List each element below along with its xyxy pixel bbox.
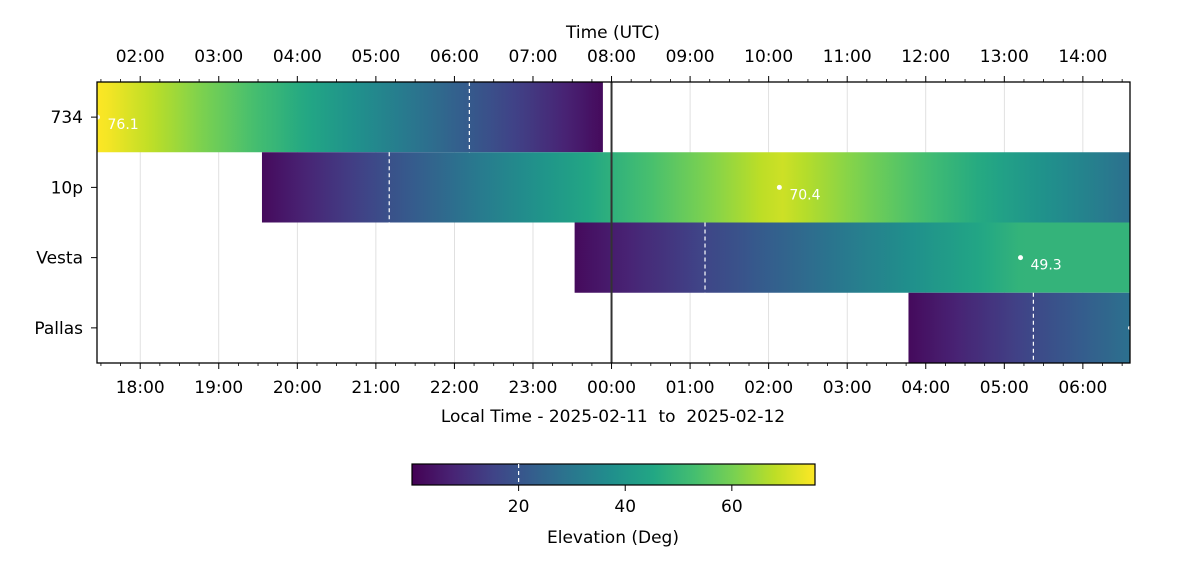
axes: 734 10p Vesta Pallas 02:00 03:00 04:00 05:00 06:… (34, 47, 1123, 398)
peak-dot-734 (97, 114, 100, 120)
bottom-x-tick-label: 05:00 (980, 378, 1029, 398)
y-tick-label-734: 734 (51, 108, 83, 128)
plot-frame (96, 81, 1131, 364)
bottom-x-tick-label: 04:00 (901, 378, 950, 398)
y-tick-label-10p: 10p (51, 178, 83, 198)
bottom-x-tick-label: 21:00 (351, 378, 400, 398)
y-tick-label-pallas: Pallas (34, 319, 83, 339)
top-x-tick-label: 12:00 (901, 47, 950, 67)
bottom-x-tick-label: 03:00 (823, 378, 872, 398)
top-x-tick-label: 03:00 (194, 47, 243, 67)
chart-overlays: 76.1 70.4 49.3 (97, 82, 1130, 363)
bottom-x-tick-label: 19:00 (194, 378, 243, 398)
colorbar-gradient (411, 463, 816, 486)
colorbar-tick-label: 20 (508, 497, 530, 517)
top-x-tick-label: 05:00 (351, 47, 400, 67)
peak-dot-10p (776, 184, 782, 190)
colorbar-tick-label: 40 (614, 497, 636, 517)
bottom-axis-title: Local Time - 2025-02-11 to 2025-02-12 (441, 407, 785, 427)
bottom-x-tick-label: 18:00 (116, 378, 165, 398)
elevation-bars (97, 82, 1130, 363)
top-x-tick-label: 11:00 (823, 47, 872, 67)
peak-label-10p: 70.4 (789, 187, 820, 203)
top-x-tick-label: 09:00 (666, 47, 715, 67)
peak-label-vesta: 49.3 (1031, 258, 1062, 274)
elevation-bar-10p (261, 152, 1130, 223)
elevation-bar-pallas (908, 292, 1130, 363)
bottom-x-tick-label: 06:00 (1058, 378, 1107, 398)
top-x-tick-label: 04:00 (273, 47, 322, 67)
bottom-x-tick-label: 01:00 (666, 378, 715, 398)
top-x-tick-label: 06:00 (430, 47, 479, 67)
peak-label-734: 76.1 (108, 117, 139, 133)
top-x-tick-label: 13:00 (980, 47, 1029, 67)
bottom-x-tick-label: 22:00 (430, 378, 479, 398)
colorbar-ticks: 20 40 60 (508, 464, 743, 517)
top-x-tick-label: 07:00 (508, 47, 557, 67)
peak-dot-vesta (1018, 255, 1024, 261)
bottom-x-tick-label: 23:00 (508, 378, 557, 398)
y-tick-label-vesta: Vesta (36, 249, 83, 269)
elevation-bar-734 (97, 82, 603, 153)
top-x-tick-label: 02:00 (116, 47, 165, 67)
top-x-tick-label: 08:00 (587, 47, 636, 67)
colorbar-title: Elevation (Deg) (547, 528, 679, 548)
top-axis-title: Time (UTC) (565, 23, 660, 43)
top-x-tick-label: 14:00 (1058, 47, 1107, 67)
elevation-bar-vesta (574, 222, 1130, 293)
top-x-tick-label: 10:00 (744, 47, 793, 67)
colorbar: 20 40 60 Elevation (Deg) (411, 463, 816, 548)
colorbar-tick-label: 60 (721, 497, 743, 517)
bottom-x-tick-label: 20:00 (273, 378, 322, 398)
bottom-x-tick-label: 02:00 (744, 378, 793, 398)
bottom-x-tick-label: 00:00 (587, 378, 636, 398)
